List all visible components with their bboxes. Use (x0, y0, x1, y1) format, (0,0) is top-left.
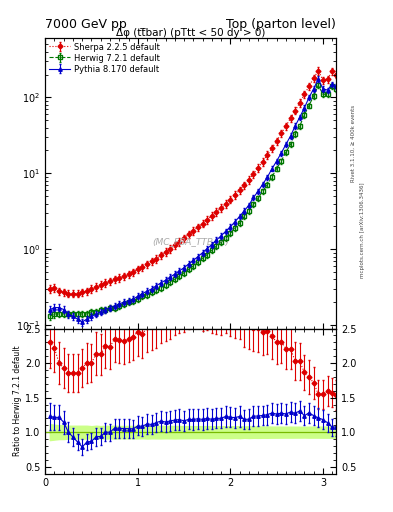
Text: (MC_FBA_TTBAR): (MC_FBA_TTBAR) (152, 237, 229, 246)
Text: Rivet 3.1.10, ≥ 400k events: Rivet 3.1.10, ≥ 400k events (351, 105, 356, 182)
Title: Δφ (tt̅bar) (pTtt < 50 dy > 0): Δφ (tt̅bar) (pTtt < 50 dy > 0) (116, 28, 265, 37)
Text: 7000 GeV pp: 7000 GeV pp (45, 18, 127, 31)
Text: Top (parton level): Top (parton level) (226, 18, 336, 31)
Y-axis label: Ratio to Herwig 7.2.1 default: Ratio to Herwig 7.2.1 default (13, 346, 22, 456)
Text: mcplots.cern.ch [arXiv:1306.3436]: mcplots.cern.ch [arXiv:1306.3436] (360, 183, 365, 278)
Legend: Sherpa 2.2.5 default, Herwig 7.2.1 default, Pythia 8.170 default: Sherpa 2.2.5 default, Herwig 7.2.1 defau… (48, 41, 161, 75)
